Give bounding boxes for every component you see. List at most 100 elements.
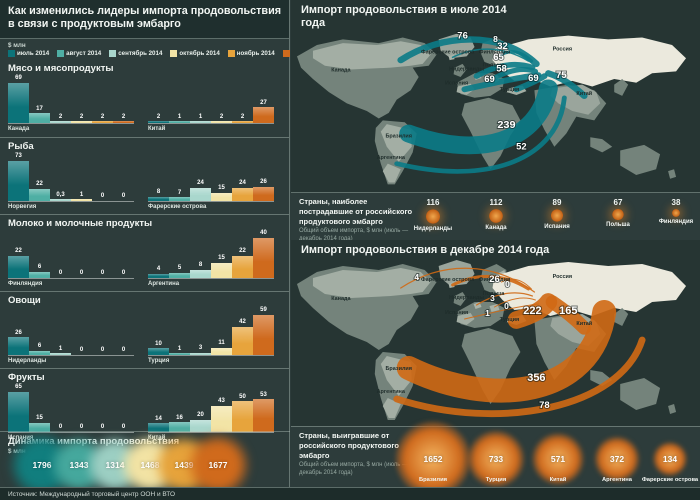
affected-country: 116 Нидерланды [395, 193, 471, 232]
bar-cell: 20 [190, 385, 211, 432]
bar-value: 0 [58, 270, 63, 277]
bar [253, 107, 274, 123]
bar-value: 0 [100, 347, 105, 354]
map-country-label: Турция [500, 317, 519, 323]
bar [211, 262, 232, 278]
bar-value: 0 [121, 193, 126, 200]
affected-title: Страны, наиболее пострадавшие от российс… [299, 197, 413, 226]
map-country-label: Бразилия [385, 366, 412, 372]
landmass [620, 144, 661, 175]
bar [232, 121, 253, 123]
bar-value: 7 [177, 189, 182, 196]
bar-value: 0 [121, 347, 126, 354]
unit-label: $ млн [8, 41, 26, 49]
bar-cell: 22 [8, 231, 29, 278]
flow-value: 8 [493, 35, 498, 44]
legend-item: октябрь 2014 [170, 49, 220, 57]
bar [148, 348, 169, 355]
bar-value: 27 [260, 99, 267, 106]
charts: Мясо и мясопродукты 69 17 2 2 2 2 Канада 2 1 1 2 2 27… [0, 60, 289, 445]
map-country-label: Канада [331, 68, 350, 74]
map-country-label: Аргентина [377, 389, 406, 395]
mini-chart: Рыба 73 22 0,3 1 0 0 Норвегия 8 7 24 15 24 26 Фарерски… [0, 136, 289, 214]
map-country-label: Фарерские острова [421, 277, 475, 283]
legend-swatch [227, 49, 235, 57]
map-country-label: Польша [483, 63, 505, 69]
bar-value: 8 [156, 189, 161, 196]
bar-cell: 0 [92, 308, 113, 355]
bar [71, 121, 92, 123]
bar-cell: 15 [211, 231, 232, 278]
bar [253, 399, 274, 432]
right-panel: Импорт продовольствия в июле 2014 года К… [291, 0, 700, 500]
bar [211, 347, 232, 355]
map-country-label: Испания [445, 81, 468, 87]
affected-value: 112 [489, 198, 503, 207]
bar-group: 141620435053Китай [148, 385, 274, 441]
bar-cell: 16 [169, 385, 190, 432]
december-world-map: Канада Россия Фарерские острова Финляндия Ни… [296, 260, 687, 420]
bar-group: 73 22 0,3 1 0 0 Норвегия [8, 153, 134, 210]
map-country-label: Канада [331, 296, 351, 302]
bar [8, 337, 29, 355]
chart-title: Фрукты [8, 371, 45, 383]
bar [50, 199, 71, 201]
bar-group: 69 17 2 2 2 2 Канада [8, 75, 134, 132]
legend-item: август 2014 [57, 49, 102, 57]
legend-swatch [282, 49, 290, 57]
flow-value: 222 [523, 305, 541, 317]
landmass [492, 262, 687, 316]
flow-value: 0 [504, 301, 509, 311]
bar-value: 0 [79, 347, 84, 354]
landmass [453, 63, 467, 78]
bar-value: 42 [239, 319, 246, 325]
map-country-label: Испания [445, 310, 468, 316]
map-country-label: Китай [576, 320, 592, 327]
mini-chart: Мясо и мясопродукты 69 17 2 2 2 2 Канада 2 1 1 2 2 27… [0, 60, 289, 137]
bar-cells: 10 1 3 11 42 59 [148, 307, 274, 356]
bar [190, 352, 211, 355]
bar-cell: 2 [113, 76, 134, 123]
bar [253, 314, 274, 355]
affected-value: 67 [613, 198, 623, 207]
bar-cell: 53 [253, 385, 274, 432]
bar-value: 0 [58, 424, 63, 431]
legend-label: август 2014 [66, 49, 102, 57]
bar-groups: 26 6 1 0 0 0 Нидерланды 10 1 3 11 42 59 Турция [8, 307, 281, 364]
map-country-label: Нидерланды [449, 295, 484, 301]
bar-value: 2 [58, 113, 63, 120]
bar-value: 6 [37, 343, 42, 350]
map-country-label: Аргентина [377, 155, 405, 161]
winner-country-label: Фарерские острова [641, 477, 699, 483]
bar-value: 0 [79, 270, 84, 277]
affected-country: 112 Канада [458, 193, 534, 231]
winner-value: 733 [488, 454, 504, 464]
bar-cell: 3 [190, 308, 211, 355]
bar [8, 391, 29, 432]
legend-swatch [8, 49, 15, 57]
bar-value: 22 [15, 248, 22, 255]
country-label: Турция [148, 357, 170, 364]
flow-value: 69 [484, 74, 495, 84]
bar [148, 121, 169, 123]
bar-cell: 0 [113, 154, 134, 201]
bar-value: 5 [177, 265, 182, 272]
bar [169, 272, 190, 278]
flow-value: 356 [527, 372, 545, 384]
bar-value: 0 [100, 424, 105, 431]
bar-value: 15 [218, 185, 225, 192]
bar-value: 6 [37, 264, 42, 271]
flow-value: 75 [556, 70, 567, 80]
bar-value: 2 [79, 113, 84, 120]
landmass [550, 84, 601, 115]
bar-value: 22 [36, 181, 43, 188]
bar-cell: 2 [232, 76, 253, 123]
bar [71, 199, 92, 201]
bar-cell: 15 [211, 154, 232, 201]
flow-value: 239 [497, 119, 515, 131]
landmass [453, 292, 467, 306]
glow-circle [653, 442, 687, 476]
left-header: Как изменились лидеры импорта продовольс… [0, 0, 289, 39]
bar-value: 40 [260, 230, 267, 237]
bar-value: 53 [260, 391, 267, 398]
